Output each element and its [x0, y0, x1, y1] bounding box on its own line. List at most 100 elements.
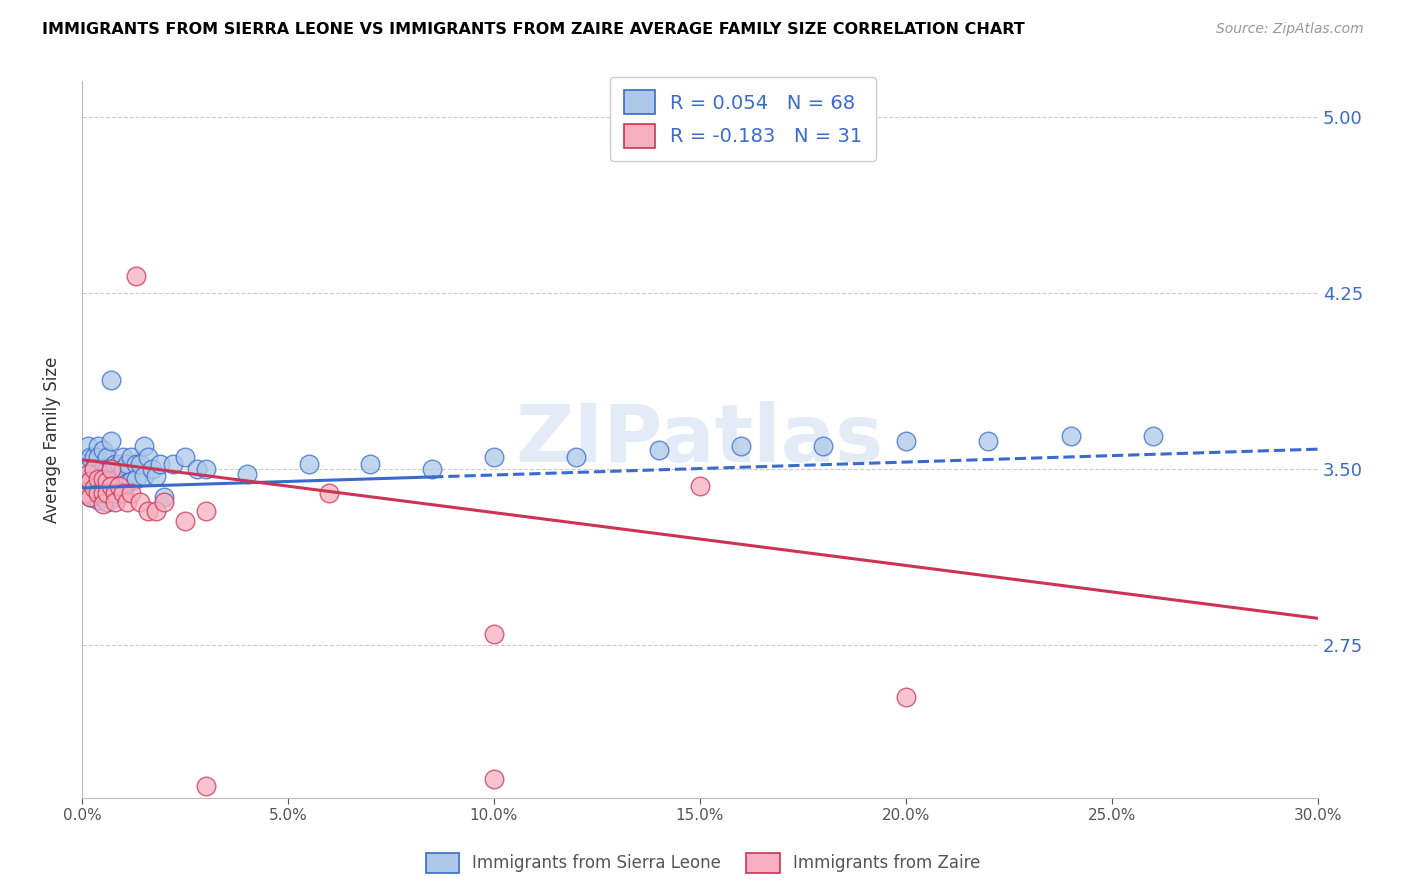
Text: ZIPatlas: ZIPatlas: [516, 401, 884, 479]
Point: [894, 434, 917, 448]
Point: [318, 485, 340, 500]
Point: [75, 485, 97, 500]
Point: [482, 772, 505, 787]
Point: [96, 476, 118, 491]
Point: [87, 450, 110, 465]
Point: [104, 485, 127, 500]
Point: [813, 439, 835, 453]
Point: [87, 439, 110, 453]
Point: [83, 481, 105, 495]
Point: [194, 780, 217, 794]
Point: [100, 462, 122, 476]
Point: [132, 469, 155, 483]
Point: [96, 462, 118, 476]
Point: [120, 450, 142, 465]
Point: [174, 450, 197, 465]
Point: [1142, 429, 1164, 443]
Point: [100, 373, 122, 387]
Point: [194, 462, 217, 476]
Point: [145, 469, 167, 483]
Point: [91, 485, 114, 500]
Point: [79, 450, 101, 465]
Point: [91, 491, 114, 505]
Point: [108, 476, 131, 491]
Point: [100, 478, 122, 492]
Point: [77, 462, 100, 476]
Point: [87, 478, 110, 492]
Point: [77, 439, 100, 453]
Point: [87, 467, 110, 481]
Point: [297, 458, 319, 472]
Legend: Immigrants from Sierra Leone, Immigrants from Zaire: Immigrants from Sierra Leone, Immigrants…: [419, 847, 987, 880]
Point: [79, 474, 101, 488]
Point: [128, 495, 150, 509]
Point: [83, 450, 105, 465]
Point: [91, 497, 114, 511]
Point: [174, 514, 197, 528]
Point: [1059, 429, 1081, 443]
Point: [73, 476, 96, 491]
Point: [112, 478, 135, 492]
Point: [120, 485, 142, 500]
Point: [141, 462, 163, 476]
Point: [482, 626, 505, 640]
Point: [108, 458, 131, 472]
Point: [100, 434, 122, 448]
Point: [83, 491, 105, 505]
Point: [117, 495, 139, 509]
Point: [482, 450, 505, 465]
Point: [87, 492, 110, 507]
Point: [120, 474, 142, 488]
Point: [194, 504, 217, 518]
Point: [87, 485, 110, 500]
Point: [124, 458, 146, 472]
Point: [145, 504, 167, 518]
Point: [977, 434, 1000, 448]
Point: [91, 476, 114, 491]
Point: [124, 269, 146, 284]
Point: [117, 458, 139, 472]
Point: [420, 462, 443, 476]
Point: [112, 450, 135, 465]
Point: [79, 474, 101, 488]
Point: [79, 491, 101, 505]
Text: Source: ZipAtlas.com: Source: ZipAtlas.com: [1216, 22, 1364, 37]
Point: [75, 458, 97, 472]
Text: IMMIGRANTS FROM SIERRA LEONE VS IMMIGRANTS FROM ZAIRE AVERAGE FAMILY SIZE CORREL: IMMIGRANTS FROM SIERRA LEONE VS IMMIGRAN…: [42, 22, 1025, 37]
Point: [647, 443, 669, 458]
Point: [565, 450, 588, 465]
Point: [153, 495, 176, 509]
Point: [79, 491, 101, 505]
Point: [128, 458, 150, 472]
Point: [100, 462, 122, 476]
Point: [96, 485, 118, 500]
Point: [132, 439, 155, 453]
Point: [83, 462, 105, 476]
Point: [83, 462, 105, 476]
Point: [87, 471, 110, 485]
Point: [149, 458, 172, 472]
Point: [359, 458, 381, 472]
Point: [96, 450, 118, 465]
Point: [104, 491, 127, 505]
Point: [112, 485, 135, 500]
Point: [136, 504, 159, 518]
Y-axis label: Average Family Size: Average Family Size: [44, 357, 60, 523]
Point: [117, 476, 139, 491]
Point: [75, 481, 97, 495]
Point: [108, 478, 131, 492]
Point: [91, 471, 114, 485]
Point: [894, 690, 917, 704]
Point: [153, 491, 176, 505]
Point: [91, 443, 114, 458]
Point: [162, 458, 184, 472]
Legend: R = 0.054   N = 68, R = -0.183   N = 31: R = 0.054 N = 68, R = -0.183 N = 31: [610, 77, 876, 161]
Point: [186, 462, 208, 476]
Point: [104, 471, 127, 485]
Point: [112, 462, 135, 476]
Point: [96, 495, 118, 509]
Point: [689, 478, 711, 492]
Point: [104, 495, 127, 509]
Point: [730, 439, 752, 453]
Point: [83, 476, 105, 491]
